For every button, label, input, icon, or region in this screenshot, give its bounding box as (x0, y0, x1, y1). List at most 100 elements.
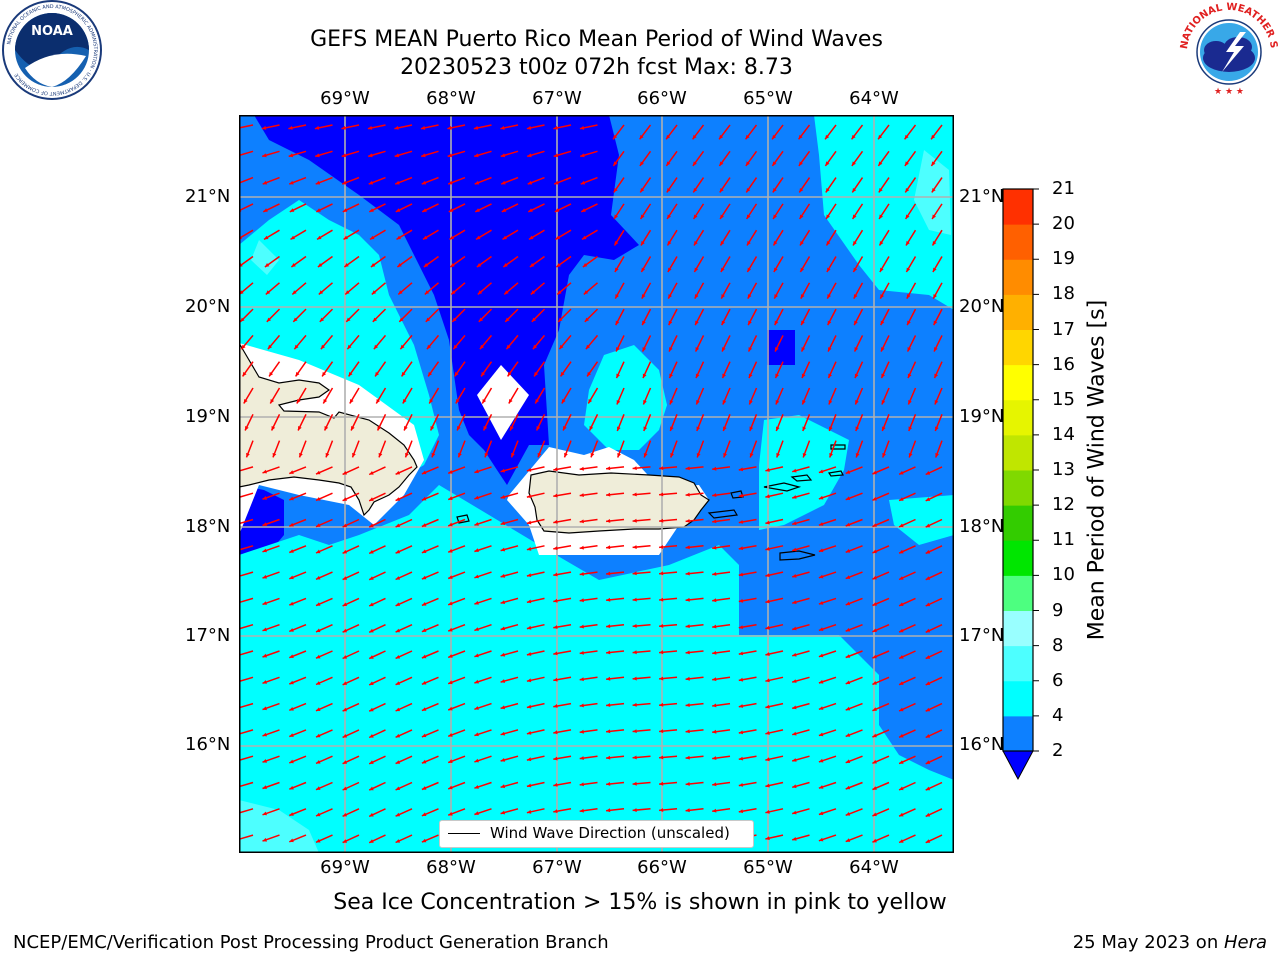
wind-wave-arrowhead (632, 492, 637, 497)
wind-wave-arrowhead (526, 652, 532, 656)
wind-wave-arrowhead (369, 549, 374, 554)
wind-wave-arrowhead (640, 214, 645, 219)
wind-wave-arrowhead (325, 452, 330, 458)
wind-wave-arrowhead (667, 214, 671, 219)
wind-wave-arrowhead (632, 729, 637, 734)
wind-wave-arrowhead (474, 469, 479, 474)
colorbar-bin (1003, 505, 1033, 541)
wind-wave-arrowhead (872, 759, 877, 764)
period-region-6-8 (251, 240, 279, 275)
wind-wave-arrowhead (712, 703, 717, 708)
wind-wave-arrowhead (765, 599, 770, 604)
wind-wave-arrowhead (343, 235, 348, 240)
lon-label-bottom: 68°W (426, 857, 476, 878)
wind-wave-arrowhead (606, 729, 611, 734)
wind-wave-arrowhead (746, 214, 751, 219)
footer-date-text: 25 May 2023 on (1072, 932, 1224, 953)
wind-wave-arrowhead (774, 294, 778, 299)
wind-wave-arrowhead (818, 679, 824, 684)
wind-wave-arrowhead (872, 602, 877, 606)
wind-wave-arrowhead (765, 678, 770, 683)
period-region-under-2 (254, 115, 639, 485)
wind-wave-arrowhead (712, 650, 717, 655)
wind-wave-arrowhead (606, 545, 611, 550)
wind-wave-arrowhead (316, 470, 321, 475)
wind-wave-arrowhead (500, 521, 506, 526)
wind-wave-arrowhead (907, 347, 912, 352)
wind-wave-arrowhead (322, 371, 326, 377)
wind-wave-arrowhead (323, 399, 328, 404)
wind-wave-arrowhead (289, 654, 294, 658)
wind-wave-arrowhead (800, 294, 805, 299)
period-region-4-6 (889, 495, 954, 545)
wind-wave-arrowhead (881, 347, 885, 352)
wind-wave-arrowhead (395, 839, 401, 843)
wind-wave-arrowhead (448, 208, 454, 212)
wind-wave-arrowhead (632, 781, 637, 786)
wind-wave-arrowhead (448, 654, 453, 658)
wind-wave-arrowhead (425, 317, 430, 322)
wind-wave-arrowhead (262, 837, 267, 842)
wind-wave-arrowhead (748, 320, 752, 326)
wind-wave-arrowhead (765, 704, 770, 709)
colorbar-bin (1003, 470, 1033, 506)
wind-wave-arrowhead (526, 599, 532, 604)
wind-wave-arrowhead (872, 707, 877, 711)
land-puerto-rico (528, 470, 710, 534)
wind-wave-arrowhead (632, 808, 637, 812)
wind-wave-arrowhead (342, 786, 348, 791)
wind-wave-arrowhead (262, 653, 267, 658)
wind-wave-arrowhead (505, 317, 510, 322)
wind-wave-arrowhead (395, 602, 401, 606)
wind-wave-arrowhead (845, 785, 851, 790)
wind-wave-arrowhead (845, 627, 851, 632)
wind-wave-arrowhead (474, 153, 479, 158)
wind-wave-arrowhead (798, 134, 803, 140)
wind-wave-arrowhead (776, 426, 780, 431)
wind-wave-arrowhead (532, 344, 537, 350)
wind-wave-arrowhead (934, 373, 938, 379)
wind-wave-arrowhead (747, 267, 752, 272)
wind-wave-arrowhead (316, 628, 321, 633)
wind-wave-arrowhead (342, 707, 348, 712)
wind-wave-arrowhead (670, 453, 674, 458)
wind-wave-arrowhead (291, 263, 296, 267)
wind-wave-arrowhead (476, 263, 482, 267)
wind-wave-arrowhead (792, 574, 797, 578)
wind-wave-arrowhead (906, 294, 911, 299)
wind-wave-arrowhead (712, 545, 717, 550)
colorbar (1002, 188, 1039, 781)
wind-wave-arrowhead (429, 399, 434, 404)
wind-wave-arrowhead (316, 497, 321, 501)
wind-wave-arrowhead (879, 214, 883, 219)
wind-wave-arrowhead (925, 602, 931, 607)
wind-wave-arrowhead (773, 267, 778, 272)
wind-wave-arrowhead (632, 518, 637, 523)
wind-wave-arrowhead (316, 786, 321, 790)
wind-wave-arrowhead (421, 759, 427, 764)
wind-wave-arrowhead (882, 426, 886, 431)
wind-wave-arrowhead (845, 601, 851, 606)
wind-wave-arrow (239, 808, 254, 814)
wind-wave-arrowhead (428, 371, 432, 377)
wind-wave-arrowhead (774, 320, 779, 326)
wind-wave-arrowhead (908, 400, 912, 405)
wind-wave-arrowhead (341, 153, 347, 158)
wind-wave-arrowhead (395, 576, 401, 580)
wind-wave-arrowhead (405, 452, 409, 458)
wind-wave-arrows (239, 124, 943, 844)
wind-wave-arrowhead (262, 469, 267, 474)
wind-wave-arrowhead (395, 523, 401, 527)
wind-wave-arrowhead (342, 839, 348, 843)
wind-wave-arrowhead (421, 680, 427, 685)
colorbar-bin (1003, 224, 1033, 260)
wind-wave-arrowhead (765, 731, 770, 735)
wind-wave-arrowhead (685, 729, 690, 734)
wind-wave-arrow (239, 781, 254, 788)
wind-wave-arrowhead (262, 706, 267, 711)
map-legend: Wind Wave Direction (unscaled) (439, 820, 754, 848)
wind-wave-arrowhead (342, 497, 348, 501)
wind-wave-arrowhead (404, 426, 408, 431)
noaa-logo-text: NOAA (31, 24, 73, 39)
wind-wave-arrowhead (765, 652, 770, 656)
